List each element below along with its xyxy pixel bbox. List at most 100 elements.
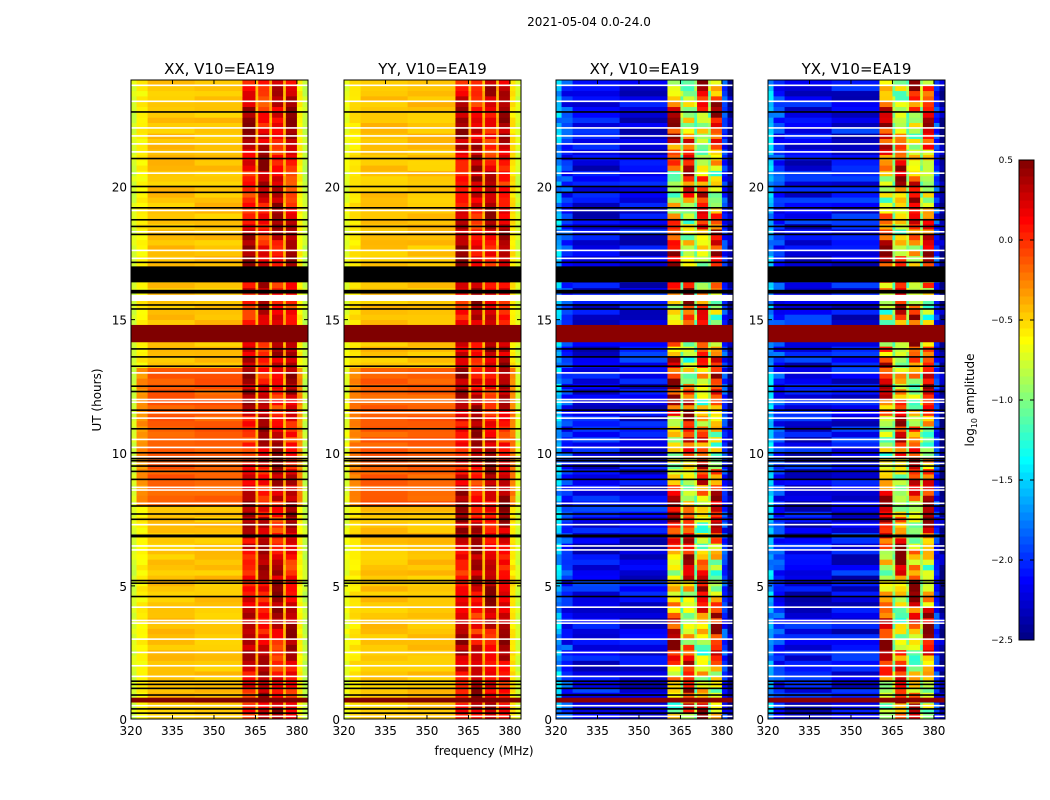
heatmap-cell bbox=[407, 687, 456, 693]
heatmap-cell bbox=[131, 175, 137, 182]
flagged-row-black bbox=[344, 308, 521, 310]
heatmap-cell bbox=[302, 612, 309, 619]
heatmap-cell bbox=[727, 585, 734, 592]
flagged-row-white bbox=[131, 675, 308, 678]
heatmap-cell bbox=[285, 553, 298, 560]
heatmap-cell bbox=[708, 356, 712, 363]
heatmap-cell bbox=[269, 548, 273, 555]
heatmap-cell bbox=[194, 85, 243, 92]
heatmap-cell bbox=[727, 239, 734, 246]
flagged-block-black bbox=[344, 266, 521, 283]
flagged-row-black bbox=[131, 459, 308, 462]
heatmap-cell bbox=[147, 372, 196, 379]
heatmap-cell bbox=[471, 644, 483, 651]
heatmap-cell bbox=[349, 623, 361, 629]
heatmap-cell bbox=[455, 159, 469, 166]
heatmap-cell bbox=[556, 404, 562, 411]
heatmap-cell bbox=[561, 197, 573, 203]
axes-frame bbox=[555, 79, 734, 720]
heatmap-cell bbox=[147, 117, 196, 123]
heatmap-cell bbox=[136, 404, 148, 411]
heatmap-cell bbox=[349, 106, 361, 113]
flagged-row-black bbox=[344, 385, 521, 387]
heatmap-cell bbox=[407, 340, 456, 347]
heatmap-cell bbox=[468, 367, 472, 374]
heatmap-cell bbox=[131, 452, 137, 459]
heatmap-cell bbox=[708, 612, 712, 619]
heatmap-cell bbox=[455, 708, 469, 715]
heatmap-cell bbox=[619, 351, 668, 358]
heatmap-cell bbox=[468, 591, 472, 597]
heatmap-cell bbox=[680, 127, 684, 134]
heatmap-cell bbox=[482, 564, 486, 571]
heatmap-cell bbox=[272, 420, 284, 427]
heatmap-cell bbox=[485, 372, 497, 379]
heatmap-cell bbox=[683, 676, 695, 683]
heatmap-cell bbox=[667, 202, 681, 209]
heatmap-cell bbox=[344, 106, 350, 113]
heatmap-cell bbox=[269, 596, 273, 603]
heatmap-cell bbox=[680, 372, 684, 379]
heatmap-cell bbox=[485, 351, 497, 358]
heatmap-cell bbox=[194, 80, 243, 86]
flagged-row-black bbox=[344, 348, 521, 350]
heatmap-cell bbox=[283, 559, 287, 565]
heatmap-cell bbox=[147, 506, 196, 512]
heatmap-cell bbox=[697, 474, 709, 480]
heatmap-cell bbox=[147, 537, 196, 544]
heatmap-cell bbox=[556, 447, 562, 454]
heatmap-cell bbox=[194, 633, 243, 640]
heatmap-cell bbox=[515, 676, 522, 683]
heatmap-cell bbox=[561, 154, 573, 161]
heatmap-cell bbox=[283, 495, 287, 502]
heatmap-cell bbox=[485, 404, 497, 411]
heatmap-cell bbox=[697, 431, 709, 438]
heatmap-cell bbox=[283, 623, 287, 629]
flagged-row-white bbox=[344, 486, 521, 489]
heatmap-cell bbox=[344, 90, 350, 97]
heatmap-cell bbox=[349, 303, 361, 310]
heatmap-cell bbox=[485, 687, 497, 693]
heatmap-cell bbox=[482, 607, 486, 613]
heatmap-cell bbox=[407, 665, 456, 672]
heatmap-cell bbox=[708, 351, 712, 358]
heatmap-cell bbox=[485, 159, 497, 166]
heatmap-cell bbox=[727, 95, 734, 102]
heatmap-cell bbox=[619, 239, 668, 246]
heatmap-cell bbox=[485, 85, 497, 92]
heatmap-cell bbox=[667, 85, 681, 92]
heatmap-cell bbox=[498, 85, 511, 92]
heatmap-cell bbox=[360, 213, 409, 219]
heatmap-cell bbox=[496, 394, 500, 400]
heatmap-cell bbox=[455, 154, 469, 161]
heatmap-cell bbox=[194, 687, 243, 693]
heatmap-cell bbox=[147, 527, 196, 534]
heatmap-cell bbox=[509, 596, 516, 603]
heatmap-cell bbox=[269, 506, 273, 512]
heatmap-cell bbox=[131, 442, 137, 448]
heatmap-cell bbox=[242, 261, 256, 267]
heatmap-cell bbox=[258, 234, 270, 241]
flagged-row-white bbox=[344, 489, 521, 491]
heatmap-cell bbox=[468, 303, 472, 310]
heatmap-cell bbox=[710, 671, 723, 677]
heatmap-cell bbox=[710, 607, 723, 613]
heatmap-cell bbox=[258, 596, 270, 603]
heatmap-cell bbox=[710, 261, 723, 267]
heatmap-cell bbox=[561, 106, 573, 113]
heatmap-cell bbox=[710, 250, 723, 257]
heatmap-cell bbox=[509, 282, 516, 289]
heatmap-cell bbox=[407, 671, 456, 677]
heatmap-cell bbox=[272, 687, 284, 693]
heatmap-cell bbox=[302, 351, 309, 358]
heatmap-cell bbox=[272, 506, 284, 512]
heatmap-cell bbox=[255, 314, 259, 321]
heatmap-cell bbox=[242, 218, 256, 225]
heatmap-cell bbox=[349, 80, 361, 86]
flagged-row-white bbox=[556, 135, 733, 137]
heatmap-cell bbox=[296, 250, 303, 257]
heatmap-cell bbox=[721, 495, 728, 502]
flagged-row-white bbox=[131, 523, 308, 526]
heatmap-cell bbox=[136, 138, 148, 145]
heatmap-cell bbox=[285, 314, 298, 321]
